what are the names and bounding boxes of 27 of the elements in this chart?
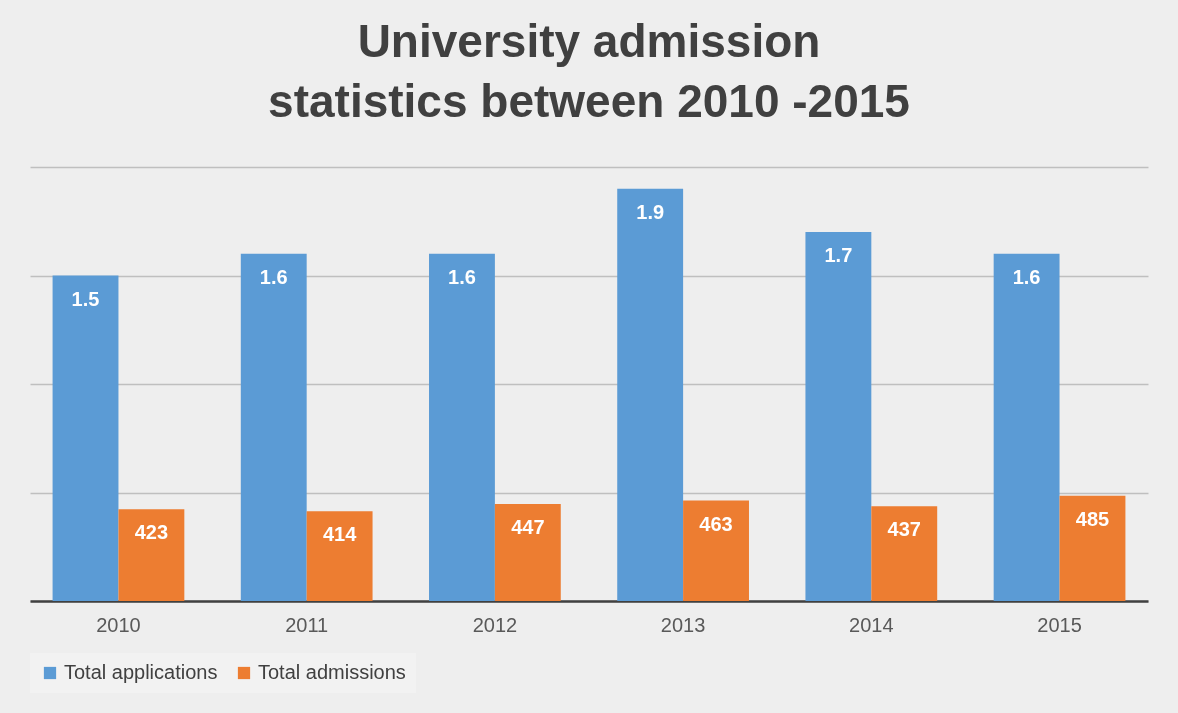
x-tick-label: 2015 (1037, 613, 1082, 636)
bar (993, 253, 1060, 601)
data-label: 1.7 (824, 244, 853, 267)
data-label: 1.5 (71, 287, 100, 310)
data-label: 1.6 (448, 265, 476, 288)
data-label: 1.6 (1012, 265, 1041, 288)
data-label: 1.6 (259, 265, 288, 288)
legend-label: Total applications (64, 661, 218, 683)
bar (240, 253, 307, 601)
x-tick-label: 2010 (96, 613, 141, 636)
legend-label: Total admissions (258, 661, 406, 683)
x-tick-label: 2011 (285, 613, 329, 636)
data-label: 485 (1075, 507, 1110, 530)
bar (429, 253, 495, 601)
x-tick-label: 2012 (472, 613, 518, 636)
x-tick-label: 2013 (660, 613, 706, 636)
data-label: 1.9 (636, 200, 665, 223)
data-label: 463 (699, 512, 733, 535)
data-label: 414 (322, 523, 358, 546)
chart-title: University admission statistics between 2010 -2015 (268, 15, 910, 127)
data-label: 447 (511, 516, 545, 538)
x-tick-label: 2014 (849, 613, 894, 636)
data-label: 423 (134, 521, 169, 544)
data-label: 437 (887, 518, 921, 541)
bar (52, 275, 119, 601)
bar (617, 188, 684, 601)
bar (805, 232, 872, 601)
